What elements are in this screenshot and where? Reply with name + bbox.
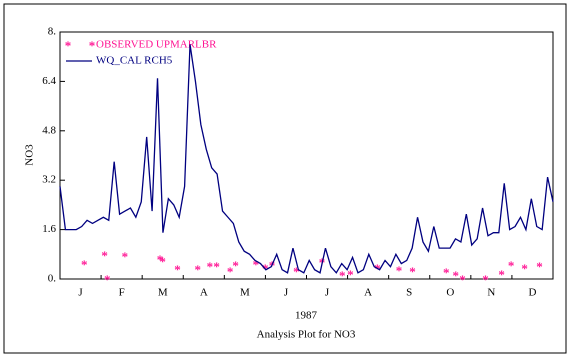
observed-point: * [174, 262, 181, 277]
x-tick-label: M [158, 287, 168, 299]
x-tick-label: F [119, 287, 125, 299]
observed-point: * [293, 264, 300, 279]
observed-point: * [498, 267, 505, 282]
observed-point: * [443, 265, 450, 280]
observed-point: * [347, 267, 354, 282]
observed-point: * [232, 258, 239, 273]
y-tick-label: 6.4 [42, 75, 56, 87]
x-tick-label: M [240, 287, 250, 299]
frame [3, 3, 567, 354]
x-tick-label: A [200, 287, 208, 299]
x-tick-label: J [78, 287, 83, 299]
y-tick-label: 4.8 [42, 124, 56, 136]
legend-marker: * [89, 38, 96, 53]
x-axis-label: 1987 [295, 310, 318, 322]
y-axis-label: NO3 [24, 144, 36, 166]
observed-point: * [195, 262, 202, 277]
x-tick-label: J [284, 287, 289, 299]
x-tick-label: S [406, 287, 412, 299]
model-line [59, 44, 554, 274]
observed-point: * [482, 272, 489, 287]
observed-point: * [339, 268, 346, 283]
observed-point: * [536, 259, 543, 274]
x-tick-label: N [487, 287, 495, 299]
observed-point: * [521, 261, 528, 276]
observed-point: * [409, 264, 416, 279]
legend-marker: * [65, 38, 72, 53]
observed-point: * [104, 272, 111, 287]
y-tick-label: 3.2 [42, 174, 56, 186]
y-tick-label: 1.6 [42, 223, 56, 235]
observed-point: * [227, 264, 234, 279]
observed-point: * [396, 263, 403, 278]
observed-point: * [453, 268, 460, 283]
legend-label: OBSERVED UPMARLBR [96, 39, 217, 51]
observed-point: * [101, 248, 108, 263]
observed-point: * [508, 258, 515, 273]
observed-point: * [253, 257, 260, 272]
observed-point: * [159, 254, 166, 269]
x-tick-label: D [528, 287, 536, 299]
observed-point: * [157, 252, 164, 267]
y-tick-label: 8. [48, 26, 57, 38]
x-tick-label: O [446, 287, 454, 299]
observed-point: * [213, 259, 220, 274]
chart-title: Analysis Plot for NO3 [257, 329, 356, 341]
observed-point: * [122, 249, 129, 264]
legend-label: WQ_CAL RCH5 [96, 55, 173, 67]
x-tick-label: J [325, 287, 330, 299]
observed-point: * [81, 257, 88, 272]
observed-point: * [207, 259, 214, 274]
y-tick-label: 0. [48, 273, 57, 285]
observed-point: * [459, 272, 466, 287]
x-tick-label: A [364, 287, 372, 299]
